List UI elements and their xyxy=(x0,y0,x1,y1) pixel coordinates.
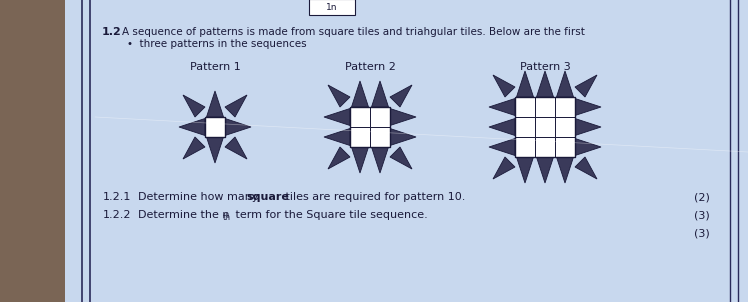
Bar xyxy=(205,117,225,137)
Bar xyxy=(515,97,575,157)
Polygon shape xyxy=(493,157,515,179)
Polygon shape xyxy=(489,139,515,156)
Bar xyxy=(515,137,535,157)
Text: th: th xyxy=(223,213,231,222)
Text: (3): (3) xyxy=(694,228,710,238)
Bar xyxy=(350,107,370,127)
Polygon shape xyxy=(328,147,350,169)
Bar xyxy=(205,117,225,137)
Polygon shape xyxy=(575,98,601,115)
Polygon shape xyxy=(557,71,574,97)
Polygon shape xyxy=(352,81,369,107)
Polygon shape xyxy=(372,147,388,173)
Polygon shape xyxy=(489,98,515,115)
Text: •  three patterns in the sequences: • three patterns in the sequences xyxy=(127,39,307,49)
Text: (2): (2) xyxy=(694,192,710,202)
Bar xyxy=(370,107,390,127)
Text: Pattern 1: Pattern 1 xyxy=(190,62,240,72)
Polygon shape xyxy=(575,75,597,97)
Bar xyxy=(515,97,535,117)
Text: 1.2: 1.2 xyxy=(102,27,122,37)
Polygon shape xyxy=(183,137,205,159)
Polygon shape xyxy=(575,118,601,136)
Polygon shape xyxy=(390,108,416,126)
Bar xyxy=(515,117,535,137)
Polygon shape xyxy=(575,139,601,156)
Polygon shape xyxy=(179,118,205,136)
Text: tiles are required for pattern 10.: tiles are required for pattern 10. xyxy=(282,192,465,202)
Polygon shape xyxy=(536,157,554,183)
Text: A sequence of patterns is made from square tiles and triahgular tiles. Below are: A sequence of patterns is made from squa… xyxy=(122,27,585,37)
Bar xyxy=(535,137,555,157)
Polygon shape xyxy=(372,81,388,107)
Polygon shape xyxy=(489,118,515,136)
Bar xyxy=(350,127,370,147)
Text: Pattern 3: Pattern 3 xyxy=(520,62,571,72)
Bar xyxy=(535,97,555,117)
Bar xyxy=(370,127,390,147)
Text: (3): (3) xyxy=(694,210,710,220)
Text: Determine how many: Determine how many xyxy=(138,192,262,202)
Polygon shape xyxy=(206,137,224,163)
Polygon shape xyxy=(225,118,251,136)
Text: 1.2.2: 1.2.2 xyxy=(103,210,132,220)
Bar xyxy=(555,137,575,157)
Text: 1n: 1n xyxy=(326,2,338,11)
Text: 1.2.1: 1.2.1 xyxy=(103,192,132,202)
Bar xyxy=(350,107,390,147)
Polygon shape xyxy=(557,157,574,183)
Polygon shape xyxy=(517,157,533,183)
Text: square: square xyxy=(246,192,289,202)
FancyBboxPatch shape xyxy=(309,0,355,15)
Polygon shape xyxy=(225,95,247,117)
Polygon shape xyxy=(328,85,350,107)
Text: Determine the n: Determine the n xyxy=(138,210,230,220)
Bar xyxy=(555,97,575,117)
Polygon shape xyxy=(493,75,515,97)
Polygon shape xyxy=(390,128,416,146)
Polygon shape xyxy=(324,128,350,146)
FancyBboxPatch shape xyxy=(0,0,65,302)
Polygon shape xyxy=(324,108,350,126)
Polygon shape xyxy=(575,157,597,179)
FancyBboxPatch shape xyxy=(65,0,748,302)
Polygon shape xyxy=(225,137,247,159)
Polygon shape xyxy=(206,91,224,117)
Bar xyxy=(535,117,555,137)
Polygon shape xyxy=(517,71,533,97)
Polygon shape xyxy=(536,71,554,97)
Polygon shape xyxy=(183,95,205,117)
Bar xyxy=(555,117,575,137)
Polygon shape xyxy=(352,147,369,173)
Text: term for the Square tile sequence.: term for the Square tile sequence. xyxy=(232,210,428,220)
Polygon shape xyxy=(390,85,412,107)
Polygon shape xyxy=(390,147,412,169)
Text: Pattern 2: Pattern 2 xyxy=(345,62,396,72)
